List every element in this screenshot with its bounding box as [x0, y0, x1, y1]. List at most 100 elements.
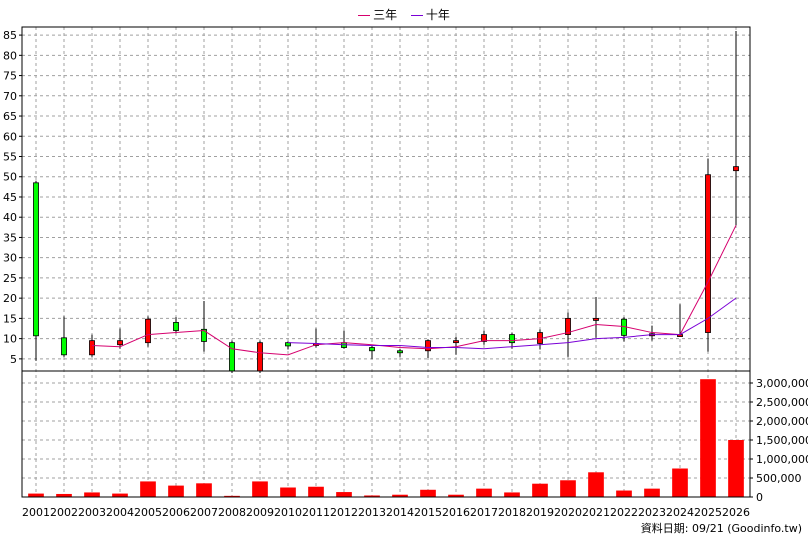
x-tick-label: 2012: [330, 506, 358, 519]
x-tick-label: 2023: [638, 506, 666, 519]
candle-body: [201, 328, 207, 342]
candle-body: [145, 318, 151, 344]
price-tick-label: 70: [3, 90, 17, 103]
volume-tick-label: 2,000,000: [756, 415, 808, 428]
volume-bar: [420, 489, 436, 497]
volume-bar: [392, 494, 408, 497]
x-tick-label: 2017: [470, 506, 498, 519]
x-tick-label: 2019: [526, 506, 554, 519]
ma3-line-swatch: [358, 15, 371, 16]
candle-body: [593, 317, 599, 321]
x-tick-label: 2003: [78, 506, 106, 519]
price-tick-label: 40: [3, 211, 17, 224]
volume-bar: [672, 468, 688, 497]
x-tick-label: 2005: [134, 506, 162, 519]
candle-body: [89, 340, 95, 356]
candle-body: [481, 334, 487, 342]
volume-bar: [224, 495, 240, 497]
candle-body: [33, 182, 39, 337]
price-tick-label: 10: [3, 333, 17, 346]
candle-body: [369, 347, 375, 352]
candle-body: [61, 337, 67, 356]
x-tick-label: 2002: [50, 506, 78, 519]
x-tick-label: 2013: [358, 506, 386, 519]
volume-bar: [448, 494, 464, 497]
volume-tick-label: 3,000,000: [756, 377, 808, 390]
candle-body: [453, 340, 459, 344]
legend-item-ma10: 十年: [410, 6, 450, 23]
candle-body: [397, 350, 403, 354]
ma10-line: [287, 297, 737, 350]
candle-body: [257, 342, 263, 372]
volume-bar: [196, 483, 212, 497]
volume-bar: [644, 488, 660, 497]
candle-body: [565, 317, 571, 335]
x-tick-label: 2024: [666, 506, 694, 519]
price-tick-label: 80: [3, 49, 17, 62]
price-tick-label: 45: [3, 191, 17, 204]
x-tick-label: 2007: [190, 506, 218, 519]
volume-tick-label: 2,500,000: [756, 396, 808, 409]
volume-bar: [252, 481, 268, 497]
price-tick-label: 75: [3, 70, 17, 83]
price-tick-label: 65: [3, 110, 17, 123]
volume-bar: [700, 379, 716, 497]
volume-bar: [168, 485, 184, 497]
candle-body: [509, 334, 515, 344]
x-tick-label: 2009: [246, 506, 274, 519]
x-tick-label: 2022: [610, 506, 638, 519]
price-tick-label: 30: [3, 252, 17, 265]
volume-bar: [504, 492, 520, 497]
volume-bar: [476, 488, 492, 497]
volume-bar: [280, 487, 296, 497]
candle-body: [425, 340, 431, 352]
volume-bar: [308, 486, 324, 497]
x-tick-label: 2006: [162, 506, 190, 519]
source-note: 資料日期: 09/21 (Goodinfo.tw): [640, 522, 802, 535]
plot-frame: [21, 26, 751, 498]
volume-bar: [728, 440, 744, 497]
legend-ma10-label: 十年: [425, 8, 450, 22]
volume-bar: [112, 493, 128, 497]
price-tick-label: 25: [3, 272, 17, 285]
candle-body: [229, 342, 235, 372]
volume-bar: [588, 472, 604, 497]
candle-body: [705, 174, 711, 333]
price-tick-label: 60: [3, 130, 17, 143]
volume-tick-label: 1,500,000: [756, 434, 808, 447]
price-tick-label: 50: [3, 171, 17, 184]
x-tick-label: 2010: [274, 506, 302, 519]
price-tick-label: 20: [3, 292, 17, 305]
legend-ma3-label: 三年: [373, 8, 398, 22]
ma3-line: [91, 225, 737, 356]
x-tick-label: 2021: [582, 506, 610, 519]
x-tick-label: 2008: [218, 506, 246, 519]
volume-bar: [56, 493, 72, 497]
volume-tick-label: 1,000,000: [756, 453, 808, 466]
volume-bar: [84, 492, 100, 497]
ma10-line-swatch: [410, 15, 423, 16]
x-tick-label: 2011: [302, 506, 330, 519]
price-tick-label: 85: [3, 29, 17, 42]
volume-bar: [532, 483, 548, 497]
candle-body: [173, 322, 179, 331]
x-tick-label: 2016: [442, 506, 470, 519]
x-tick-label: 2004: [106, 506, 134, 519]
volume-tick-label: 500,000: [756, 472, 802, 485]
candle-body: [733, 166, 739, 172]
x-tick-label: 2014: [386, 506, 414, 519]
volume-bar: [140, 481, 156, 497]
chart-legend: 三年 十年: [0, 6, 808, 23]
x-tick-label: 2020: [554, 506, 582, 519]
x-tick-label: 2018: [498, 506, 526, 519]
legend-item-ma3: 三年: [358, 6, 397, 23]
x-tick-label: 2026: [722, 506, 750, 519]
price-tick-label: 5: [10, 353, 17, 366]
volume-bar: [616, 490, 632, 497]
volume-bar: [28, 493, 44, 497]
x-tick-label: 2015: [414, 506, 442, 519]
volume-bar: [336, 492, 352, 497]
price-tick-label: 55: [3, 151, 17, 164]
price-tick-label: 35: [3, 231, 17, 244]
